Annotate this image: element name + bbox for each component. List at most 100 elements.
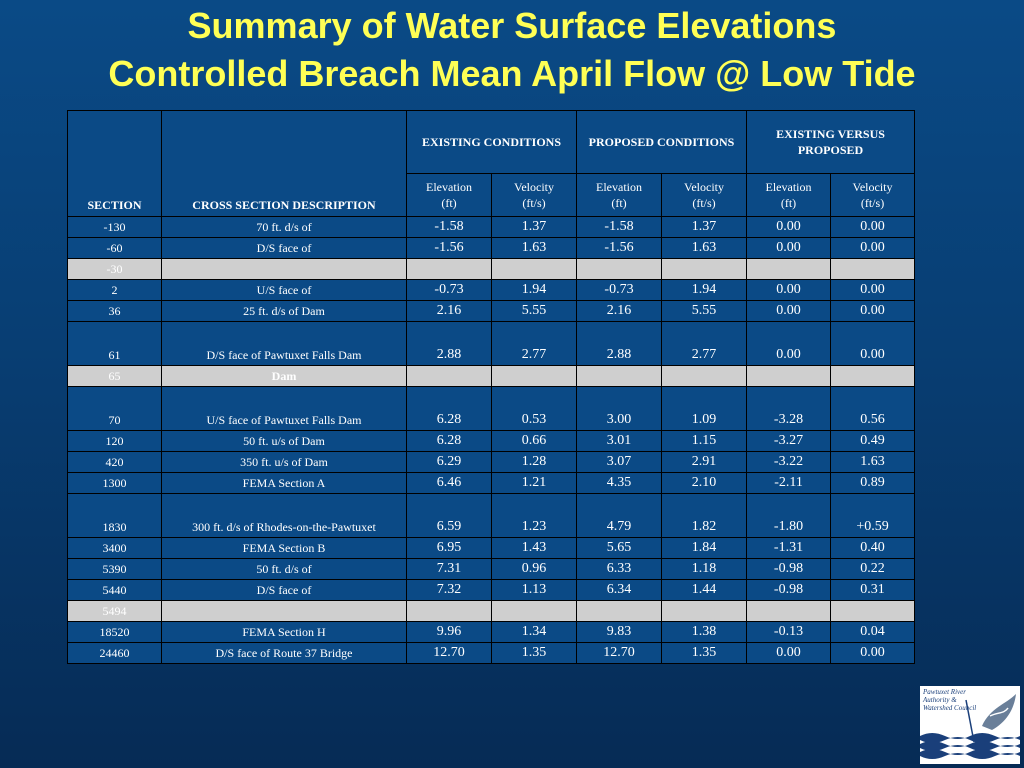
existing-elevation-cell: 6.46 [406,472,492,494]
table-row: 3400 FEMA Section B 6.95 1.43 5.65 1.84 -1.31 0… [67,537,916,559]
proposed-elevation-cell: 5.65 [576,537,663,559]
existing-velocity-cell: 1.94 [490,279,578,301]
section-cell: 5390 [67,558,162,580]
table-row: 5390 50 ft. d/s of 7.31 0.96 6.33 1.18 -0.98 0.… [67,558,916,580]
proposed-elevation-cell [576,258,663,280]
description-cell: 50 ft. u/s of Dam [161,430,407,452]
existing-velocity-cell: 1.21 [490,472,578,494]
elevation-difference-cell: 0.00 [746,237,832,259]
table-row: 5440 D/S face of 7.32 1.13 6.34 1.44 -0.98 0.31 [67,579,916,601]
velocity-difference-cell: 0.49 [830,430,916,452]
proposed-velocity-cell: 1.15 [661,430,748,452]
existing-velocity-cell: 5.55 [490,300,578,322]
existing-elevation-cell: -0.73 [406,279,492,301]
velocity-difference-cell: 0.00 [830,237,916,259]
header-elevation-label: Elevation [596,180,642,194]
velocity-difference-cell: 0.00 [830,321,916,366]
proposed-velocity-cell: 2.10 [661,472,748,494]
page-title: Summary of Water Surface Elevations [187,5,837,46]
fish-wave-logo-graphic [920,694,1020,759]
header-description: CROSS SECTION DESCRIPTION [161,110,407,217]
elevation-difference-cell: -0.13 [746,621,832,643]
description-cell: D/S face of [161,237,407,259]
existing-elevation-cell [406,600,492,622]
existing-velocity-cell: 0.53 [490,386,578,431]
existing-elevation-cell: 2.88 [406,321,492,366]
table-row: 24460 D/S face of Route 37 Bridge 12.70 1.3… [67,642,916,664]
velocity-difference-cell: 0.00 [830,642,916,664]
table-row: 420 350 ft. u/s of Dam 6.29 1.28 3.07 2.91 -3.… [67,451,916,473]
existing-elevation-cell: 12.70 [406,642,492,664]
section-cell: 36 [67,300,162,322]
existing-velocity-cell: 1.63 [490,237,578,259]
existing-elevation-cell: 6.28 [406,386,492,431]
section-cell: 70 [67,386,162,431]
proposed-velocity-cell: 1.37 [661,216,748,238]
proposed-velocity-cell: 5.55 [661,300,748,322]
table-row: 36 25 ft. d/s of Dam 2.16 5.55 2.16 5.55 0.00 0… [67,300,916,322]
elevation-difference-cell: -3.28 [746,386,832,431]
section-cell: 24460 [67,642,162,664]
proposed-elevation-cell: -1.56 [576,237,663,259]
elevation-difference-cell [746,365,832,387]
table-row: 120 50 ft. u/s of Dam 6.28 0.66 3.01 1.15 -3.2… [67,430,916,452]
table-row: -30 [67,258,916,280]
header-existing-versus-proposed: EXISTING VERSUS PROPOSED [746,110,916,174]
header-row-columns: Elevation (ft) Velocity (ft/s) Elevation (f… [68,173,916,217]
elevation-difference-cell: -2.11 [746,472,832,494]
velocity-difference-cell: 0.31 [830,579,916,601]
elevation-difference-cell [746,600,832,622]
velocity-difference-cell: 0.40 [830,537,916,559]
header-unit-fts: (ft/s) [860,196,885,210]
proposed-velocity-cell: 1.09 [661,386,748,431]
existing-elevation-cell: 7.31 [406,558,492,580]
description-cell: U/S face of [161,279,407,301]
proposed-elevation-cell: 9.83 [576,621,663,643]
existing-velocity-cell: 1.37 [490,216,578,238]
header-existing-elevation: Elevation (ft) [406,173,492,217]
existing-velocity-cell: 1.13 [490,579,578,601]
existing-elevation-cell: 6.29 [406,451,492,473]
description-cell: 25 ft. d/s of Dam [161,300,407,322]
elevation-difference-cell: 0.00 [746,642,832,664]
section-cell: -60 [67,237,162,259]
velocity-difference-cell: 1.63 [830,451,916,473]
elevation-difference-cell: -0.98 [746,579,832,601]
header-unit-fts: (ft/s) [692,196,716,210]
proposed-elevation-cell: 6.33 [576,558,663,580]
header-unit-ft: (ft) [441,196,457,210]
header-versus-elevation: Elevation (ft) [746,173,832,217]
header-velocity-label: Velocity [852,180,893,194]
section-cell: 18520 [67,621,162,643]
table-row: -130 70 ft. d/s of -1.58 1.37 -1.58 1.37 0.00 0… [67,216,916,238]
velocity-difference-cell: 0.00 [830,279,916,301]
proposed-elevation-cell: 3.00 [576,386,663,431]
proposed-velocity-cell: 2.77 [661,321,748,366]
existing-elevation-cell: -1.58 [406,216,492,238]
section-cell: 61 [67,321,162,366]
section-cell: 65 [67,365,162,387]
table-row: 61 D/S face of Pawtuxet Falls Dam 2.88 2.77… [67,321,916,366]
page-subtitle: Controlled Breach Mean April Flow @ Low … [108,53,916,94]
section-cell: 5494 [67,600,162,622]
watershed-council-logo: Pawtuxet River Authority & Watershed Cou… [920,686,1020,764]
section-cell: 5440 [67,579,162,601]
elevation-difference-cell: -1.31 [746,537,832,559]
elevation-difference-cell: 0.00 [746,321,832,366]
existing-velocity-cell: 1.23 [490,493,578,538]
description-cell [161,258,407,280]
velocity-difference-cell: 0.00 [830,300,916,322]
proposed-elevation-cell: 2.88 [576,321,663,366]
description-cell: 300 ft. d/s of Rhodes-on-the-Pawtuxet [161,493,407,538]
description-cell: D/S face of Route 37 Bridge [161,642,407,664]
elevation-difference-cell [746,258,832,280]
description-cell: 70 ft. d/s of [161,216,407,238]
description-cell: D/S face of [161,579,407,601]
section-cell: 420 [67,451,162,473]
table-row: 70 U/S face of Pawtuxet Falls Dam 6.28 0.53… [67,386,916,431]
header-unit-ft: (ft) [611,196,627,210]
logo-text: Pawtuxet River Authority & Watershed Cou… [923,688,977,712]
proposed-velocity-cell [661,600,748,622]
existing-velocity-cell [490,365,578,387]
section-cell: 1300 [67,472,162,494]
